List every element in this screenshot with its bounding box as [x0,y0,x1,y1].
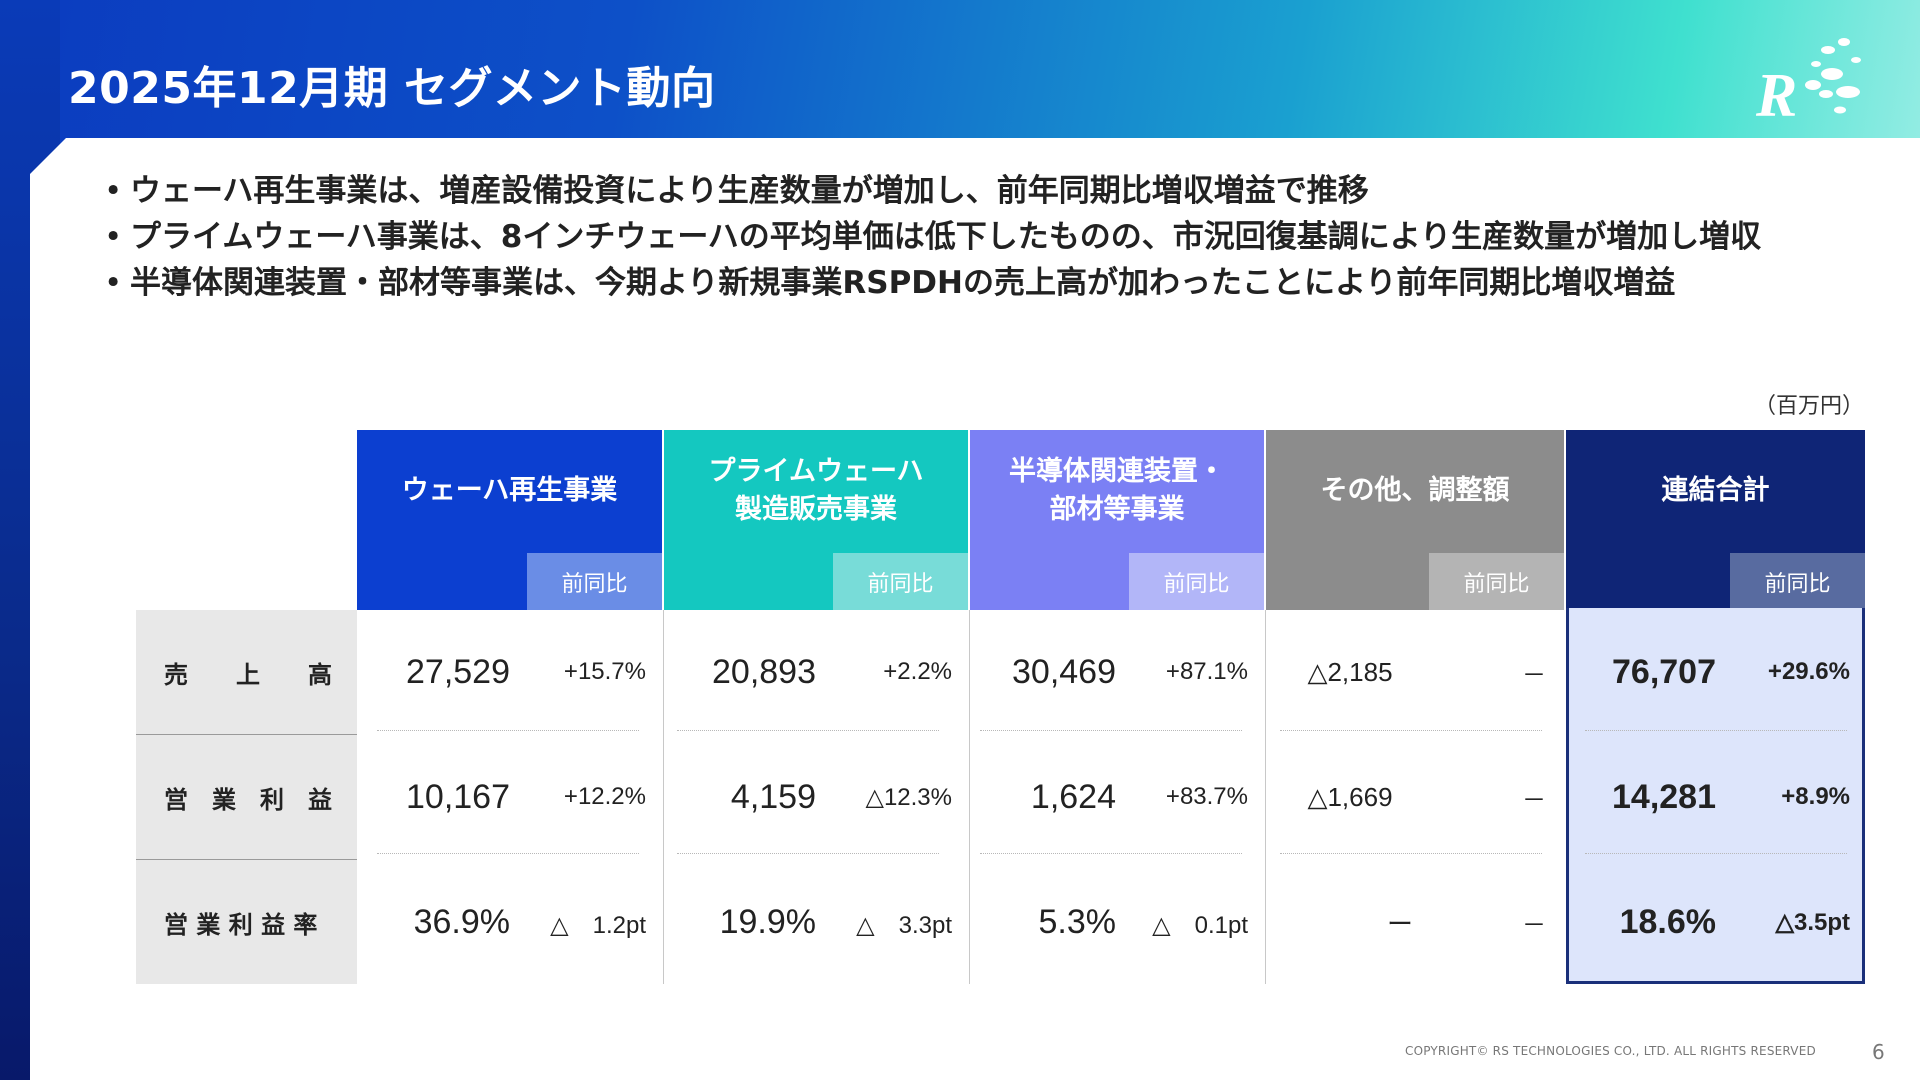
row-divider [677,853,939,854]
yoy-label: 前同比 [1429,553,1564,610]
operating-income-value: 14,281 [1612,777,1716,816]
column-divider [1265,610,1266,984]
yoy-label: 前同比 [527,553,662,610]
sales-value: 30,469 [1012,652,1116,691]
operating-margin-value: 36.9% [413,902,510,941]
sales-yoy: +2.2% [883,658,952,685]
row-divider [1280,853,1542,854]
operating-income-yoy: △12.3% [865,783,952,811]
row-divider [1280,730,1542,731]
operating-margin-yoy: △ 1.2pt [550,911,646,939]
bullet-item: 半導体関連装置・部材等事業は、今期より新規事業RSPDHの売上高が加わったことに… [100,260,1761,306]
column-name: 連結合計 [1566,430,1865,552]
operating-margin-value: 19.9% [719,902,816,941]
sales-value: 27,529 [406,652,510,691]
row-label-operating-margin: 営 業 利 益 率 [136,860,357,984]
operating-margin-yoy: △3.5pt [1775,908,1850,936]
row-divider [980,730,1242,731]
operating-income-yoy: － [1522,786,1546,814]
column-name: プライムウェーハ 製造販売事業 [664,430,968,552]
column-header-semiconductor-equipment: 半導体関連装置・ 部材等事業 前同比 [970,430,1264,610]
page-title: 2025年12月期 セグメント動向 [68,63,716,114]
sales-value: △2,185 [1307,656,1393,687]
column-divider [969,610,970,984]
yoy-label: 前同比 [1730,553,1865,610]
sales-yoy: +15.7% [563,658,646,685]
sales-yoy: － [1522,661,1546,689]
row-divider [1585,730,1847,731]
bullet-item: プライムウェーハ事業は、8インチウェーハの平均単価は低下したものの、市況回復基調… [100,214,1761,260]
column-header-consolidated-total: 連結合計 前同比 [1566,430,1865,610]
column-header-prime-wafer: プライムウェーハ 製造販売事業 前同比 [664,430,968,610]
row-label-operating-income: 営 業 利 益 [136,735,357,859]
operating-margin-yoy: △ 0.1pt [1152,911,1248,939]
operating-income-value: 10,167 [406,777,510,816]
column-header-wafer-reclaim: ウェーハ再生事業 前同比 [357,430,662,610]
sales-yoy: +29.6% [1767,658,1850,685]
operating-margin-yoy: － [1522,911,1546,939]
sales-value: 20,893 [712,652,816,691]
column-name: その他、調整額 [1266,430,1564,552]
bullet-list: ウェーハ再生事業は、増産設備投資により生産数量が増加し、前年同期比増収増益で推移… [100,168,1761,306]
operating-margin-value: 18.6% [1619,902,1716,941]
copyright-footer: COPYRIGHT© RS TECHNOLOGIES CO., LTD. ALL… [1405,1044,1816,1058]
row-divider [980,853,1242,854]
operating-margin-value: ー [1386,908,1413,939]
operating-income-yoy: +83.7% [1165,783,1248,810]
row-divider [136,734,357,735]
yoy-label: 前同比 [833,553,968,610]
company-logo: R [1756,38,1861,124]
operating-income-value: 1,624 [1030,777,1116,816]
operating-income-yoy: +12.2% [563,783,646,810]
row-divider [677,730,939,731]
row-divider [377,730,639,731]
svg-text:R: R [1756,62,1797,124]
yoy-label: 前同比 [1129,553,1264,610]
operating-income-value: 4,159 [730,777,816,816]
consolidated-highlight [1566,608,1865,984]
operating-income-value: △1,669 [1307,781,1393,812]
row-label-sales: 売 上 高 [136,610,357,734]
column-name: 半導体関連装置・ 部材等事業 [970,430,1264,552]
operating-income-yoy: +8.9% [1781,783,1850,810]
row-divider [1585,853,1847,854]
sales-value: 76,707 [1612,652,1716,691]
row-divider [377,853,639,854]
column-name: ウェーハ再生事業 [357,430,662,552]
column-header-other-adjustments: その他、調整額 前同比 [1266,430,1564,610]
bullet-item: ウェーハ再生事業は、増産設備投資により生産数量が増加し、前年同期比増収増益で推移 [100,168,1761,214]
sales-yoy: +87.1% [1165,658,1248,685]
column-divider [663,610,664,984]
row-divider [136,859,357,860]
unit-label: （百万円） [1754,394,1865,419]
operating-margin-value: 5.3% [1038,902,1117,941]
page-number: 6 [1872,1040,1885,1064]
operating-margin-yoy: △ 3.3pt [856,911,952,939]
